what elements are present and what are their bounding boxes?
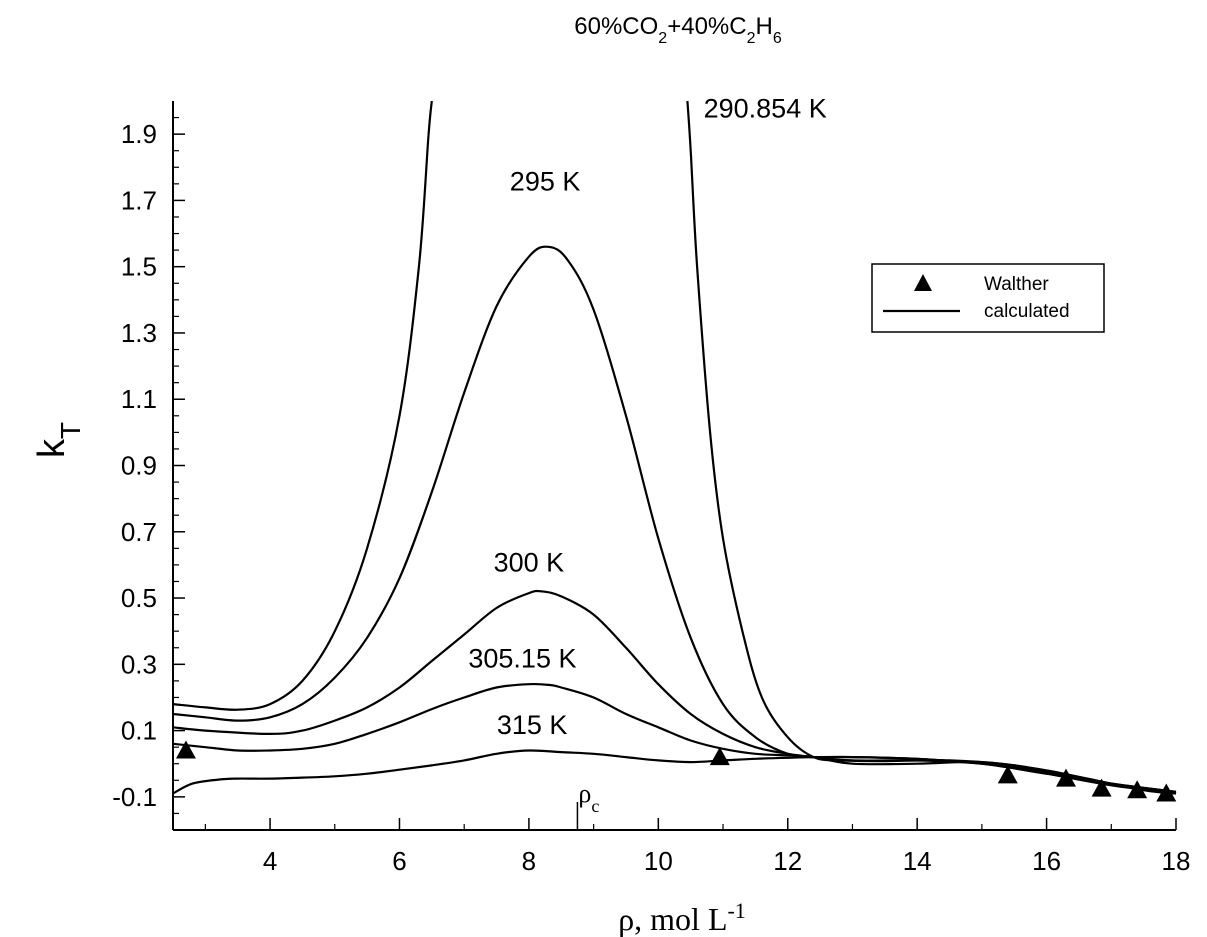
walther-point xyxy=(1091,778,1112,797)
y-tick-label: 1.9 xyxy=(121,119,157,149)
y-label-main: k xyxy=(31,438,73,458)
series-line-300-k xyxy=(172,589,1177,793)
title-sub: 6 xyxy=(773,30,782,47)
title-sub: 2 xyxy=(747,30,756,47)
x-tick-label: 14 xyxy=(903,846,932,876)
y-tick-label: 0.5 xyxy=(121,583,157,613)
title-sub: 2 xyxy=(658,30,667,47)
legend-walther-marker xyxy=(914,274,932,291)
y-tick-label: 1.7 xyxy=(121,185,157,215)
walther-point xyxy=(175,740,196,759)
y-tick-label: 0.9 xyxy=(121,451,157,481)
chart-title: 60%CO2+40%C2H6 xyxy=(574,13,782,47)
x-tick-label: 10 xyxy=(644,846,673,876)
legend-box xyxy=(871,263,1105,333)
crit-label-sub: c xyxy=(591,796,599,816)
y-axis-label: kT xyxy=(31,422,86,458)
walther-point xyxy=(1127,780,1148,799)
series-line-295-k xyxy=(172,245,1177,795)
x-tick-label: 16 xyxy=(1032,846,1061,876)
series-line-315-k xyxy=(172,749,1177,795)
critical-density-marker: ρc xyxy=(576,779,599,830)
crit-label-main: ρ xyxy=(578,779,591,808)
x-label-sup: -1 xyxy=(727,898,745,923)
y-tick-label: 1.3 xyxy=(121,318,157,348)
series-group xyxy=(172,100,1177,795)
series-label: 315 K xyxy=(497,710,568,740)
walther-points xyxy=(175,740,1177,802)
x-tick-label: 18 xyxy=(1162,846,1191,876)
walther-point xyxy=(709,747,730,766)
x-tick-label: 8 xyxy=(522,846,536,876)
legend-walther-label: Walther xyxy=(984,274,1049,295)
title-part: H xyxy=(756,13,773,40)
y-ticks: -0.1 0.1 0.3 0.5 0.7 0.9 1.1 1.3 1.5 1.7 1.9 xyxy=(112,116,185,815)
walther-point xyxy=(1156,783,1177,802)
title-part: 60%CO xyxy=(574,13,658,40)
series-label: 295 K xyxy=(510,166,581,196)
series-labels: 290.854 K 295 K 300 K 305.15 K 315 K xyxy=(468,94,826,740)
walther-point xyxy=(1055,768,1076,787)
y-tick-label: 0.3 xyxy=(121,649,157,679)
y-label-sub: T xyxy=(55,422,86,439)
critical-density-label: ρc xyxy=(578,779,599,816)
series-line-290-854-k xyxy=(172,100,433,711)
y-tick-label: 0.1 xyxy=(121,716,157,746)
y-tick-label: 1.1 xyxy=(121,384,157,414)
x-ticks: 4 6 8 10 12 14 16 18 xyxy=(204,818,1191,876)
x-tick-label: 6 xyxy=(392,846,406,876)
x-tick-label: 12 xyxy=(773,846,802,876)
series-label: 300 K xyxy=(494,548,565,578)
series-line-290-854-k xyxy=(686,100,1177,795)
y-tick-label: 1.5 xyxy=(121,252,157,282)
x-axis-label: ρ, mol L-1 xyxy=(618,898,746,937)
title-part: +40%C xyxy=(667,13,746,40)
x-label-main: ρ, mol L xyxy=(618,901,727,937)
walther-point xyxy=(997,765,1018,784)
x-tick-label: 4 xyxy=(263,846,277,876)
series-label: 290.854 K xyxy=(704,94,827,124)
series-label: 305.15 K xyxy=(468,644,576,674)
legend-calculated-label: calculated xyxy=(984,301,1070,322)
legend: Walther calculated xyxy=(871,263,1105,333)
y-tick-label: 0.7 xyxy=(121,517,157,547)
y-tick-label: -0.1 xyxy=(112,782,157,812)
